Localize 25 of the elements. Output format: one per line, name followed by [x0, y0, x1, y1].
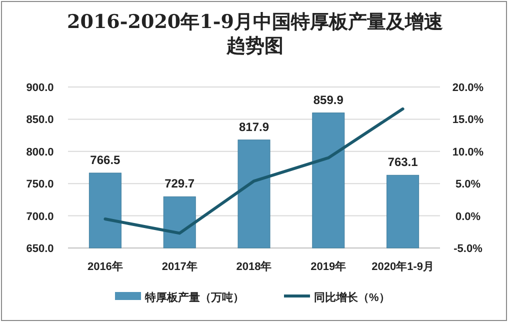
x-tick-label: 2019年 — [310, 260, 346, 273]
data-label: 729.7 — [164, 176, 195, 191]
x-tick-label: 2016年 — [87, 260, 123, 273]
data-label: 763.1 — [388, 155, 418, 170]
data-label: 817.9 — [238, 120, 270, 134]
y2-tick-label: 10.0% — [452, 146, 484, 158]
y2-tick-label: 5.0% — [455, 178, 481, 191]
data-label: 859.9 — [313, 92, 344, 107]
x-tick-label: 2018年 — [236, 260, 272, 273]
legend-label: 同比增长（%） — [314, 291, 390, 304]
y2-tick-label: 20.0% — [452, 82, 484, 94]
x-tick-label: 2020年1-9月 — [372, 260, 434, 273]
data-label: 766.5 — [90, 152, 121, 167]
y-tick-label: 900.0 — [26, 82, 54, 94]
legend-label: 特厚板产量（万吨） — [144, 291, 244, 304]
x-tick-label: 2017年 — [162, 260, 198, 273]
title: 2016-2020年1-9月中国特厚板产量及增速趋势图 — [66, 10, 444, 58]
y-tick-label: 800.0 — [26, 146, 54, 158]
y-tick-label: 650.0 — [26, 243, 54, 255]
y2-tick-label: 15.0% — [452, 114, 484, 126]
y-tick-label: 700.0 — [26, 210, 54, 223]
y2-tick-label: -5.0% — [454, 243, 483, 255]
y2-tick-label: 0.0% — [455, 210, 481, 223]
y-tick-label: 850.0 — [26, 114, 54, 126]
y-tick-label: 750.0 — [26, 178, 54, 191]
